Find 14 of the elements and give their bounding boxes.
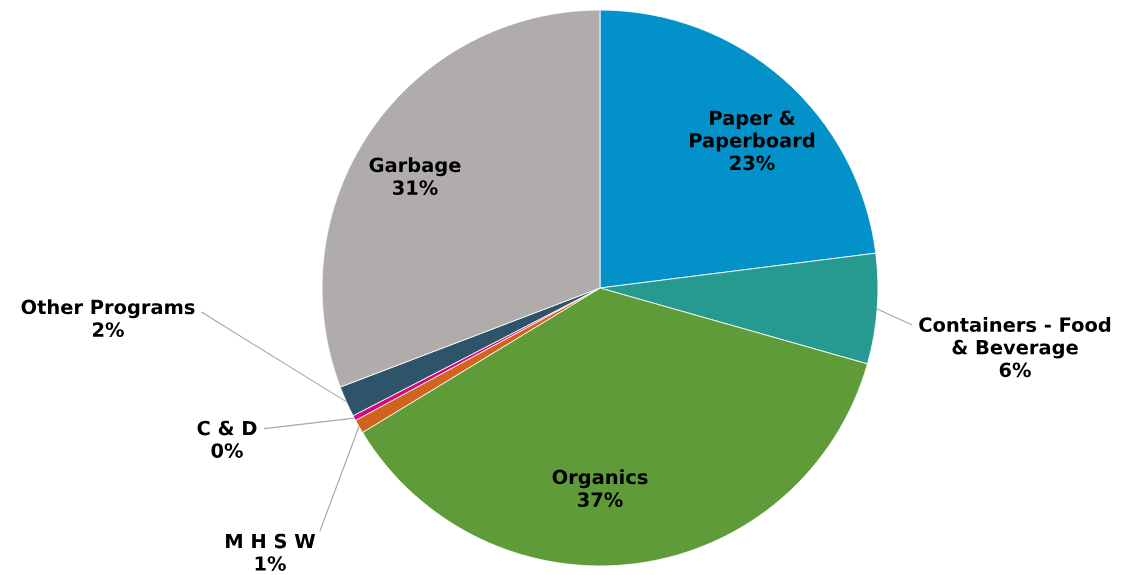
slice-label: M H S W	[226, 533, 316, 549]
slice-label: Organics	[552, 469, 648, 489]
slice-label: Paper & Paperboard	[690, 110, 815, 152]
slice-label: Other Programs	[21, 299, 195, 319]
data-label: 6%	[999, 362, 1031, 378]
data-label: 0%	[211, 443, 243, 458]
data-label: 31%	[393, 180, 438, 195]
slice-label: Garbage	[369, 157, 461, 177]
data-label: 37%	[578, 492, 623, 507]
data-label: 2%	[93, 322, 124, 337]
data-label: 1%	[255, 556, 286, 571]
slice-label: C & D	[197, 420, 257, 436]
slice-label: Containers - Food & Beverage	[919, 317, 1111, 359]
data-label: 23%	[730, 155, 775, 171]
